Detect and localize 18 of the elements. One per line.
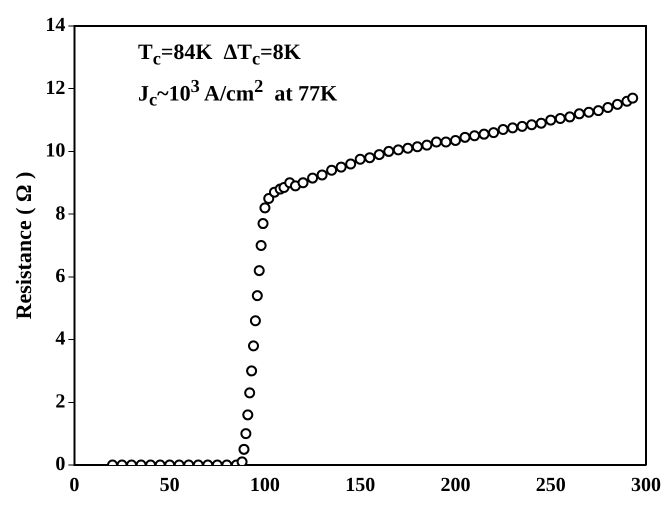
x-tick-label: 50: [160, 474, 180, 496]
y-tick-label: 14: [45, 14, 66, 36]
y-tick-label: 12: [45, 76, 66, 99]
y-tick-label: 10: [45, 140, 66, 162]
y-tick-label: 8: [55, 202, 66, 224]
x-tick-label: 200: [440, 474, 470, 496]
y-tick-label: 4: [55, 328, 66, 350]
annotation: J$_{c}$~10$^{3}$ A/cm$^{2}$ at 77K: [138, 75, 338, 112]
y-axis-title: Resistance ( Ω ): [10, 172, 36, 320]
x-tick-label: 0: [69, 474, 80, 496]
x-tick-label: 300: [631, 474, 661, 496]
annotation: T$_{c}$=84K ΔT$_{c}$=8K: [138, 38, 302, 70]
y-tick-label: 2: [55, 390, 66, 412]
y-tick-label: 0: [55, 453, 66, 476]
x-tick-label: 100: [250, 474, 280, 496]
y-tick-label: 6: [55, 265, 66, 288]
x-tick-label: 250: [536, 474, 566, 496]
x-tick-label: 150: [345, 474, 376, 496]
